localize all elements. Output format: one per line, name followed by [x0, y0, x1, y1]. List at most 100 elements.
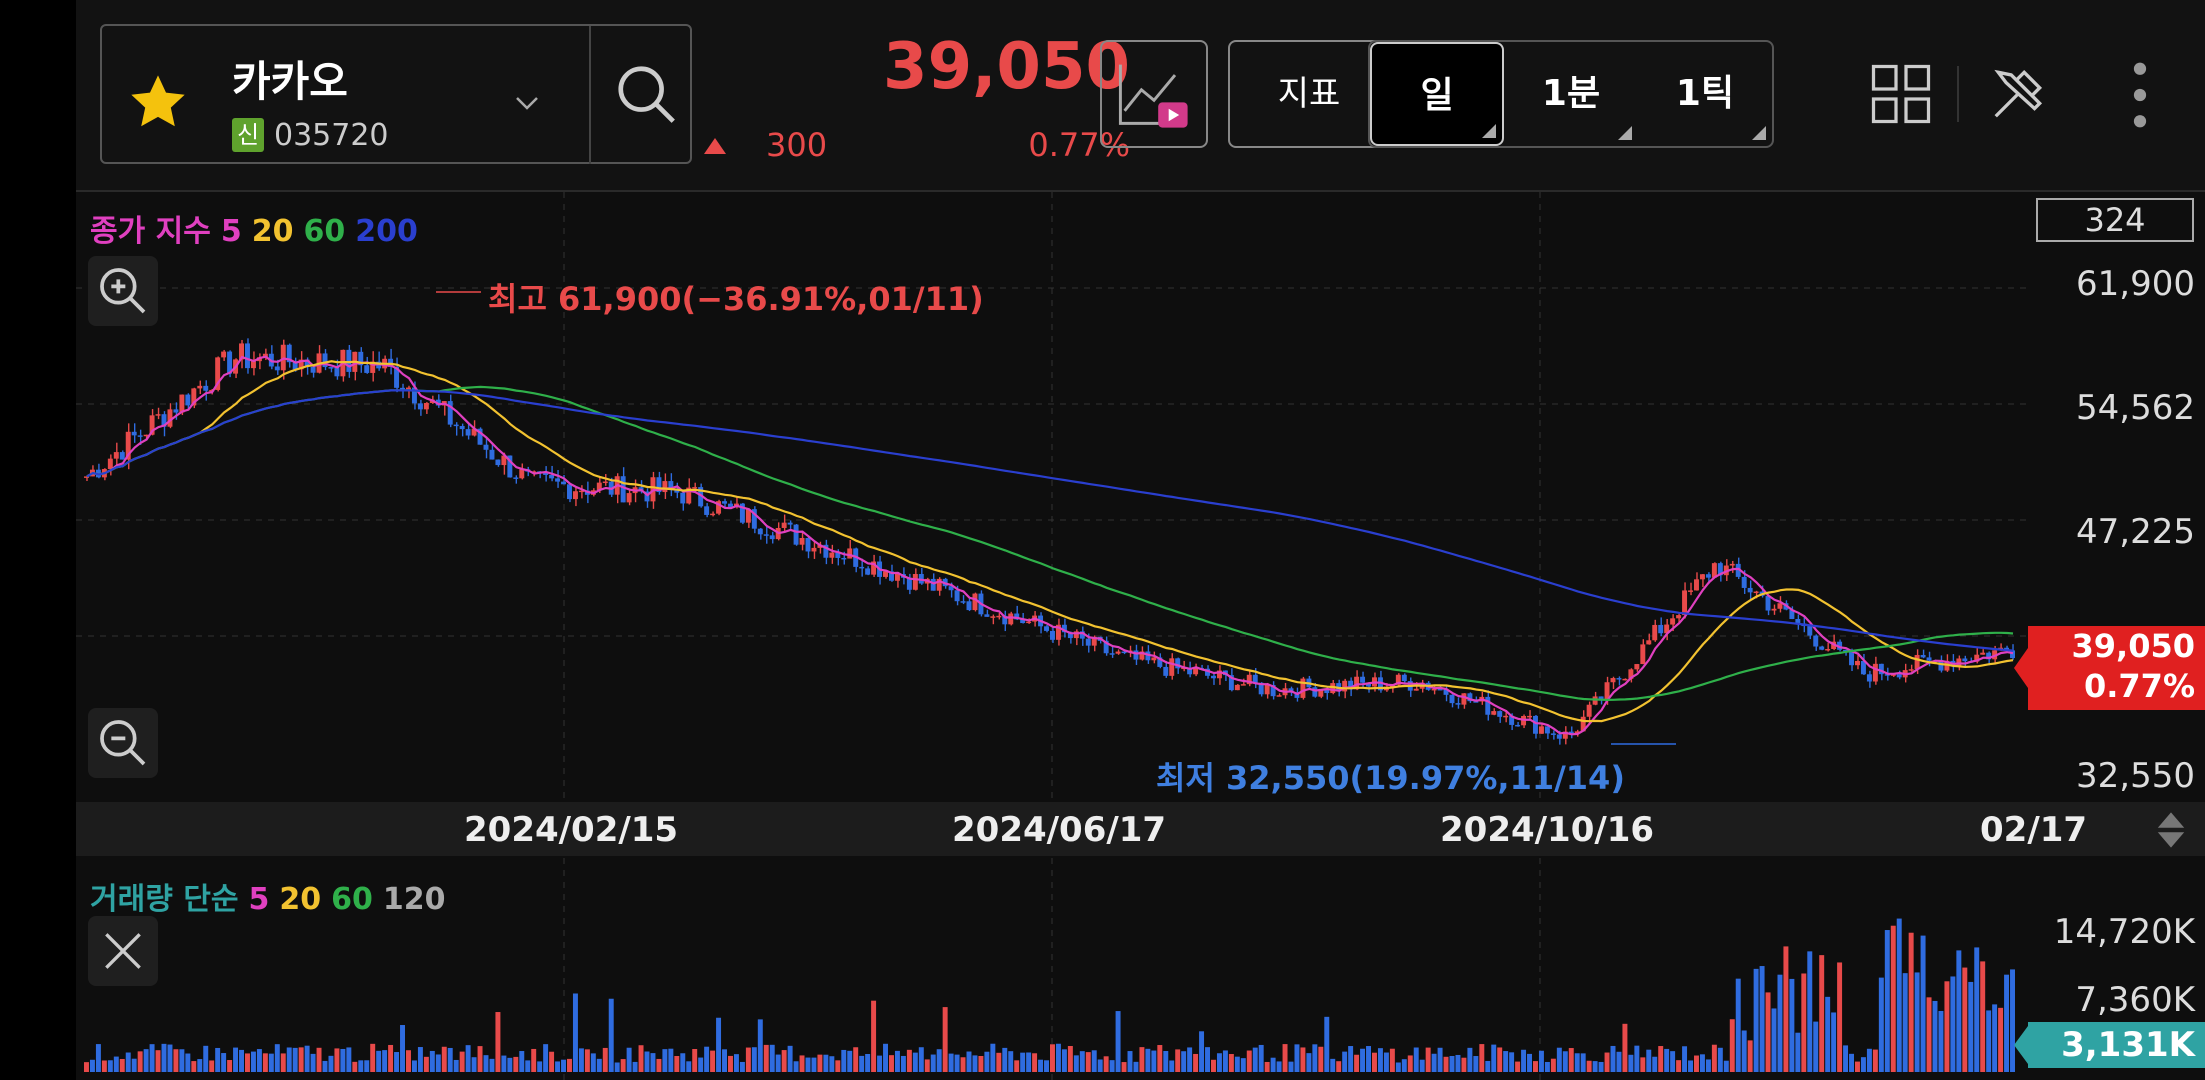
volume-bar — [1538, 1050, 1544, 1072]
candle-body — [1819, 646, 1825, 650]
candle-body — [1962, 658, 1968, 662]
scroll-arrows-icon[interactable] — [2146, 808, 2196, 852]
volume-bar — [716, 1017, 722, 1072]
volume-bar — [590, 1053, 596, 1072]
candle-body — [1169, 658, 1175, 676]
volume-bar — [1872, 1049, 1878, 1072]
candle-body — [1699, 574, 1705, 580]
volume-bar — [614, 1062, 620, 1072]
candle-body — [1807, 626, 1813, 636]
candle-body — [1366, 682, 1371, 687]
candle-body — [572, 491, 578, 500]
tools-icon[interactable] — [1988, 60, 2050, 126]
candle-body — [984, 614, 990, 617]
volume-bar — [733, 1054, 739, 1072]
volume-bar — [1676, 1060, 1682, 1072]
zoom-in-button[interactable] — [88, 256, 158, 326]
stock-selector[interactable]: 카카오 신 035720 — [100, 24, 692, 164]
volume-bar — [334, 1048, 340, 1072]
zoom-out-button[interactable] — [88, 708, 158, 778]
candle-body — [1300, 678, 1306, 698]
candle-body — [1449, 694, 1455, 704]
volume-bar — [900, 1055, 906, 1072]
close-icon — [105, 933, 141, 969]
candle-body — [119, 452, 125, 460]
candle-body — [686, 487, 692, 504]
volume-bar — [149, 1044, 155, 1072]
candle-body — [1616, 678, 1622, 680]
period-1min[interactable]: 1분 — [1504, 42, 1638, 146]
close-volume-button[interactable] — [88, 916, 158, 986]
candle-body — [173, 409, 179, 413]
period-1tick[interactable]: 1틱 — [1638, 42, 1772, 146]
volume-bar — [477, 1046, 483, 1072]
volume-bar — [1533, 1061, 1538, 1072]
more-options-icon[interactable] — [2132, 60, 2148, 130]
candle-body — [1843, 649, 1849, 652]
candle-body — [716, 501, 722, 514]
search-icon[interactable] — [612, 60, 682, 130]
volume-bar — [125, 1052, 131, 1072]
price-chart[interactable] — [76, 192, 2028, 800]
candle-body — [823, 544, 829, 558]
volume-bar — [155, 1050, 161, 1072]
volume-bar — [2004, 974, 2010, 1072]
volume-bar — [1395, 1062, 1401, 1072]
volume-bar — [1026, 1052, 1032, 1072]
volume-bar — [1413, 1047, 1419, 1072]
period-day[interactable]: 일 — [1370, 42, 1504, 146]
candle-body — [1544, 726, 1550, 734]
volume-bar — [626, 1047, 632, 1072]
volume-bar — [1747, 1040, 1753, 1072]
volume-bar — [1342, 1051, 1348, 1072]
volume-bar — [835, 1060, 841, 1072]
volume-bar — [1568, 1048, 1574, 1072]
volume-bar — [1771, 1008, 1777, 1072]
volume-chart[interactable] — [76, 858, 2028, 1080]
candle-body — [1205, 668, 1210, 676]
candle-body — [406, 387, 411, 390]
candle-body — [847, 548, 853, 559]
visible-count[interactable]: 324 — [2036, 198, 2194, 242]
layout-grid-icon[interactable] — [1871, 64, 1931, 124]
volume-bar — [1419, 1059, 1425, 1072]
candle-body — [328, 367, 334, 369]
legend-ma20: 20 — [251, 214, 294, 249]
volume-bar — [644, 1051, 650, 1072]
volume-bar — [1813, 1021, 1819, 1072]
volume-bar — [1992, 1004, 1998, 1072]
chart-play-icon — [1118, 64, 1188, 128]
candle-body — [1211, 675, 1216, 679]
candle-body — [1920, 654, 1926, 658]
volume-bar — [1276, 1061, 1282, 1072]
volume-bar — [1252, 1047, 1258, 1072]
x-tick: 2024/02/15 — [464, 810, 679, 850]
volume-bar — [89, 1059, 95, 1072]
candle-body — [1872, 663, 1878, 682]
volume-bar — [823, 1054, 829, 1072]
candle-body — [620, 476, 626, 503]
candle-body — [1664, 624, 1670, 634]
volume-bar — [1610, 1045, 1616, 1072]
high-price-note: 최고 61,900(−36.91%,01/11) — [488, 280, 984, 318]
volume-bar — [191, 1061, 197, 1072]
candle-body — [1604, 682, 1610, 701]
candle-body — [1538, 726, 1544, 734]
chart-video-button[interactable] — [1100, 40, 1208, 148]
volume-bar — [1574, 1053, 1580, 1072]
volume-bar — [233, 1047, 239, 1072]
candle-body — [1157, 657, 1163, 667]
chevron-down-icon[interactable] — [512, 88, 542, 118]
volume-bar — [841, 1049, 847, 1072]
star-icon[interactable] — [126, 70, 190, 134]
candle-body — [310, 366, 316, 373]
candle-body — [1926, 657, 1932, 661]
indicator-button[interactable]: 지표 — [1228, 40, 1390, 148]
volume-bar — [1962, 967, 1968, 1072]
candle-body — [1634, 664, 1640, 670]
volume-bar — [948, 1053, 954, 1072]
candle-body — [1753, 591, 1759, 594]
candle-body — [1354, 676, 1360, 690]
x-tick: 02/17 — [1980, 810, 2088, 850]
candle-body — [883, 571, 888, 577]
